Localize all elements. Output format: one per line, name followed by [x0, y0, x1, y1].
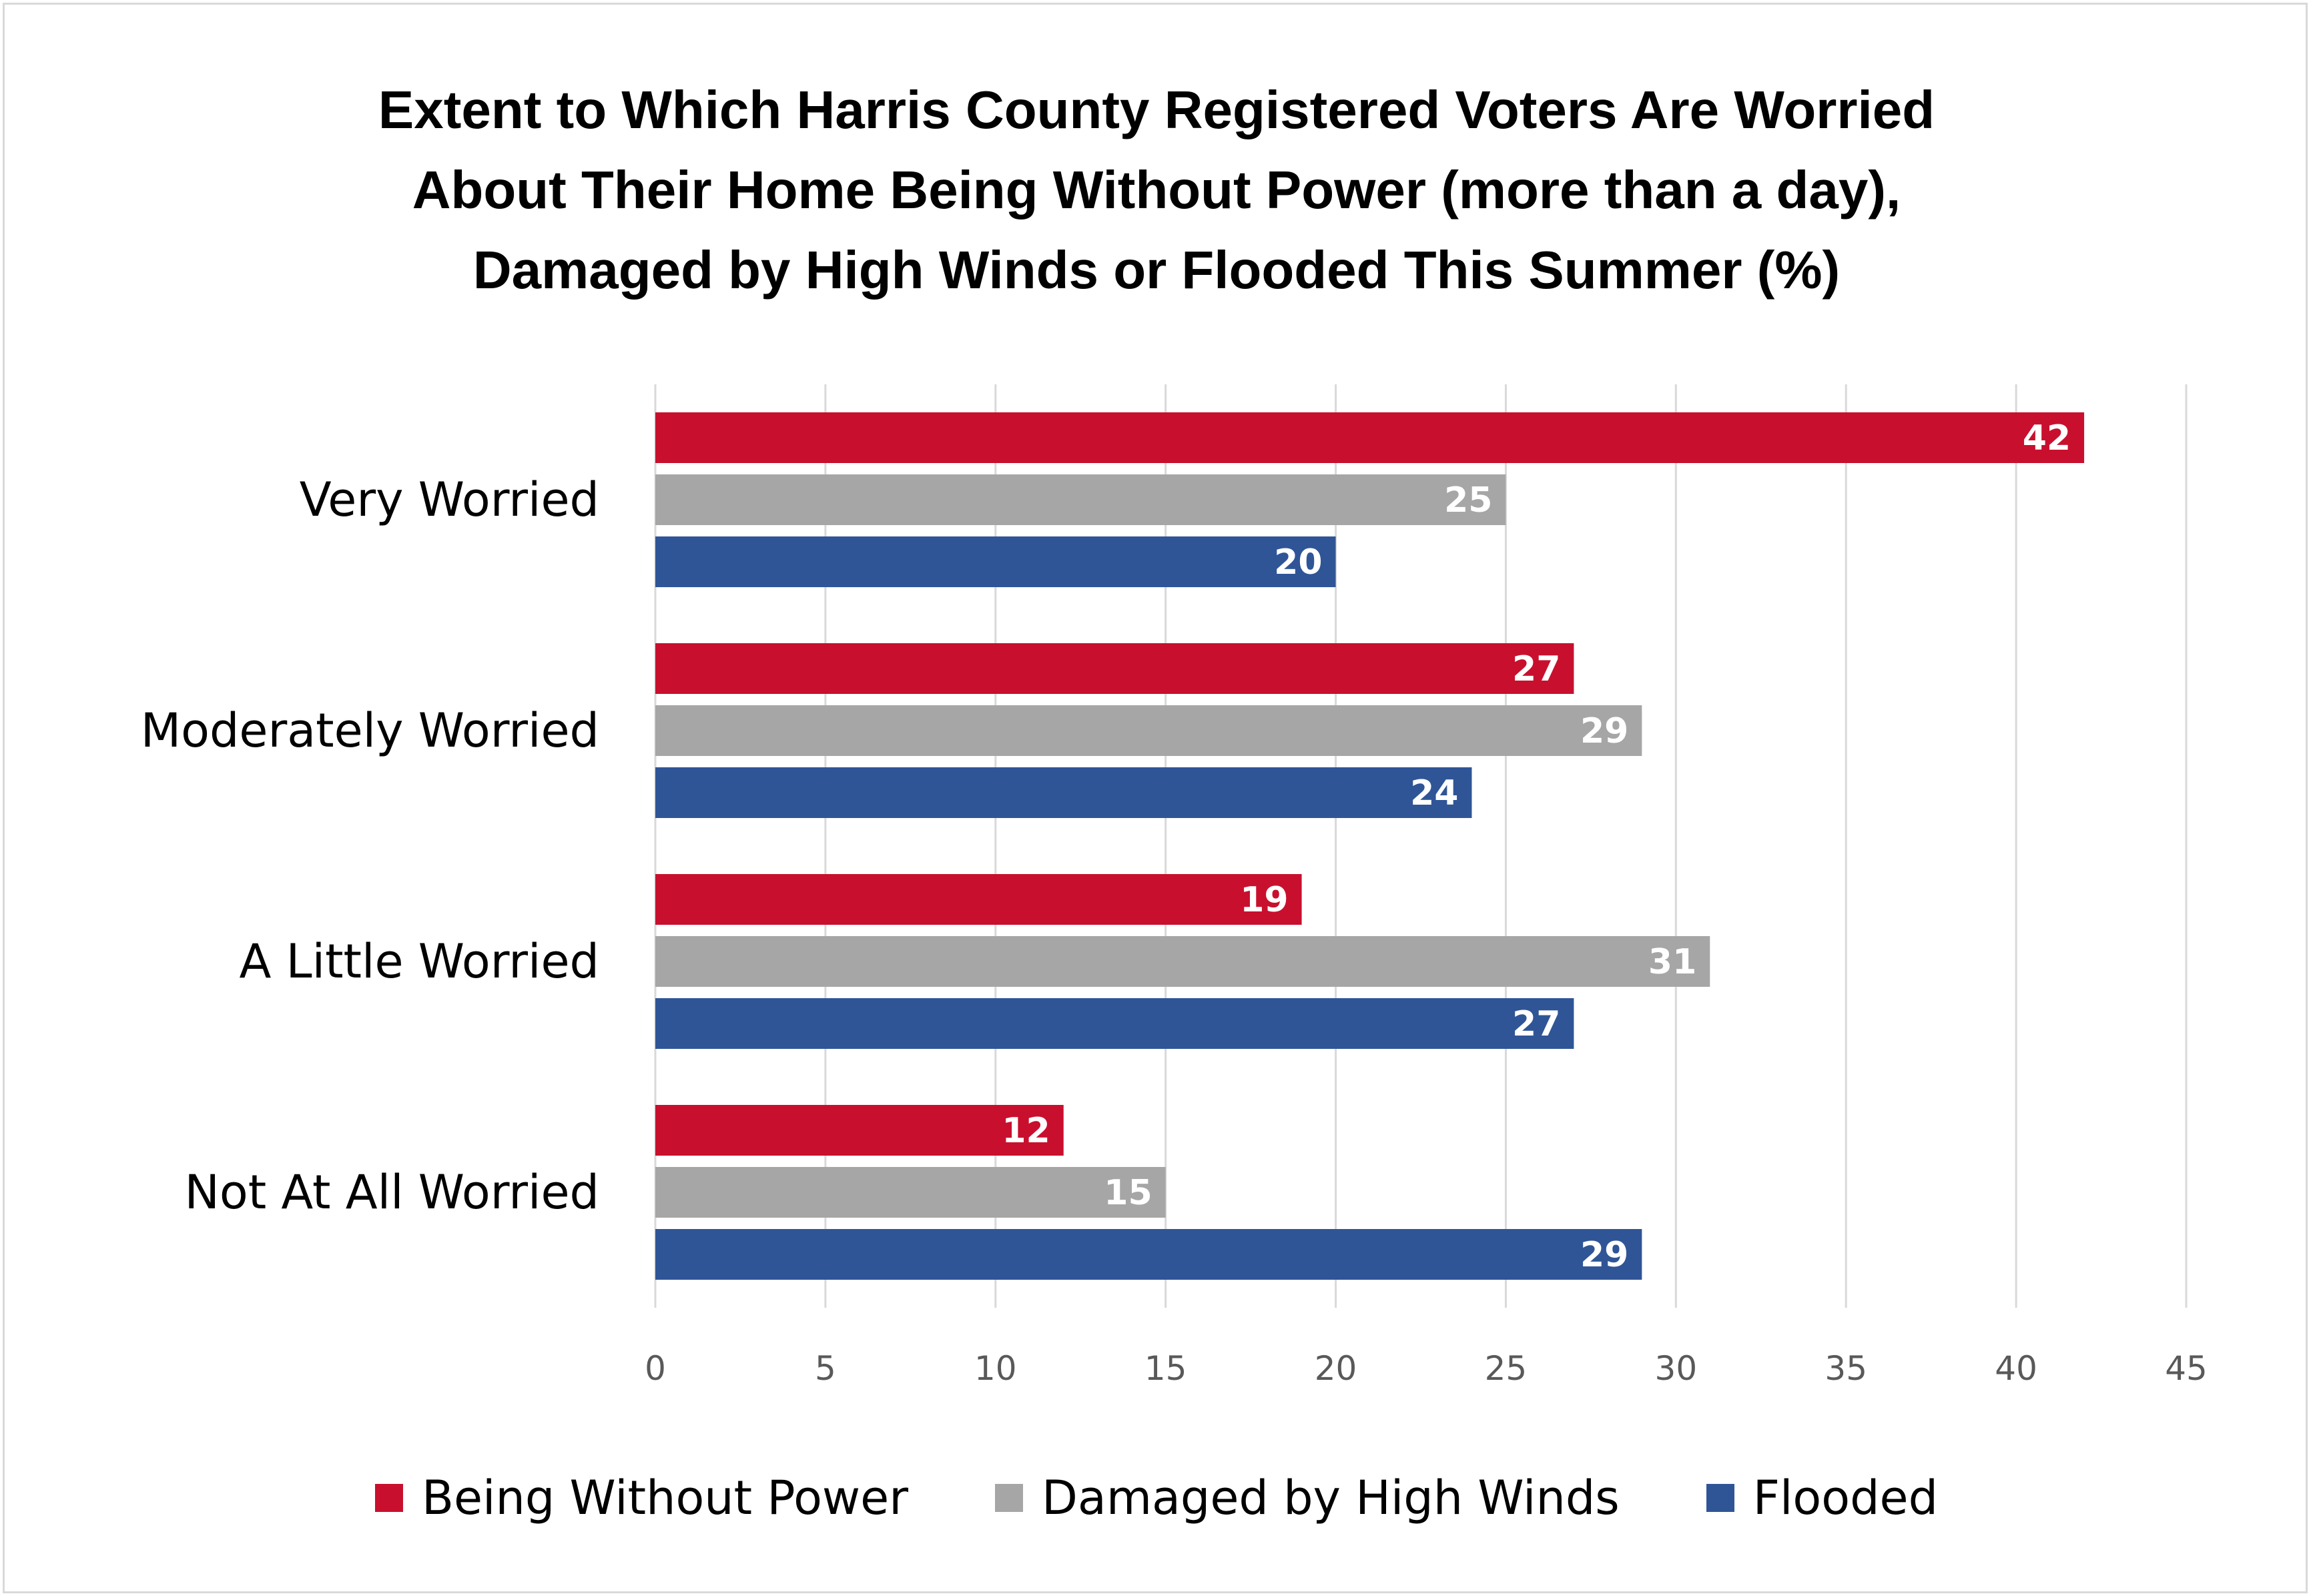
data-label-flooded-not-at-all-worried: 29: [1580, 1235, 1628, 1275]
legend-swatch-being-without-power: [374, 1484, 403, 1512]
data-label-being-without-power-a-little-worried: 19: [1240, 880, 1288, 920]
bar-damaged-by-high-winds-very-worried: [655, 474, 1506, 525]
legend-swatch-damaged-by-high-winds: [995, 1484, 1024, 1512]
x-tick-label-35: 35: [1825, 1349, 1867, 1388]
category-label-moderately-worried: Moderately Worried: [141, 703, 599, 758]
data-label-flooded-moderately-worried: 24: [1410, 773, 1458, 813]
legend-label-damaged-by-high-winds: Damaged by High Winds: [1042, 1471, 1620, 1525]
bar-being-without-power-very-worried: [655, 412, 2085, 463]
x-tick-label-10: 10: [974, 1349, 1017, 1388]
legend-item-flooded: Flooded: [1706, 1471, 1938, 1525]
data-label-damaged-by-high-winds-very-worried: 25: [1444, 480, 1492, 520]
bars: [655, 412, 2085, 1280]
x-tick-label-15: 15: [1144, 1349, 1187, 1388]
x-tick-label-40: 40: [1995, 1349, 2037, 1388]
legend-label-being-without-power: Being Without Power: [421, 1471, 909, 1525]
x-tick-label-30: 30: [1655, 1349, 1698, 1388]
category-label-not-at-all-worried: Not At All Worried: [185, 1165, 600, 1220]
bar-damaged-by-high-winds-moderately-worried: [655, 705, 1642, 756]
bar-flooded-moderately-worried: [655, 767, 1472, 818]
data-label-damaged-by-high-winds-moderately-worried: 29: [1580, 711, 1628, 751]
bar-flooded-a-little-worried: [655, 998, 1574, 1049]
legend-item-being-without-power: Being Without Power: [374, 1471, 909, 1525]
legend-label-flooded: Flooded: [1752, 1471, 1939, 1525]
x-tick-label-0: 0: [645, 1349, 666, 1388]
x-tick-label-25: 25: [1485, 1349, 1528, 1388]
x-tick-label-20: 20: [1315, 1349, 1357, 1388]
data-label-damaged-by-high-winds-a-little-worried: 31: [1648, 942, 1696, 982]
legend-swatch-flooded: [1706, 1484, 1734, 1512]
data-label-flooded-very-worried: 20: [1274, 542, 1322, 582]
bar-flooded-very-worried: [655, 536, 1336, 587]
chart-title-line-1: Extent to Which Harris County Registered…: [378, 80, 1935, 139]
bar-damaged-by-high-winds-a-little-worried: [655, 936, 1710, 987]
chart-title-line-2: About Their Home Being Without Power (mo…: [412, 160, 1901, 220]
bar-being-without-power-not-at-all-worried: [655, 1105, 1064, 1156]
bar-being-without-power-a-little-worried: [655, 874, 1302, 925]
legend-item-damaged-by-high-winds: Damaged by High Winds: [995, 1471, 1620, 1525]
legend: Being Without Power Damaged by High Wind…: [0, 1465, 2313, 1531]
chart-title: Extent to Which Harris County Registered…: [0, 70, 2313, 310]
data-label-being-without-power-very-worried: 42: [2023, 418, 2071, 458]
data-label-damaged-by-high-winds-not-at-all-worried: 15: [1104, 1173, 1152, 1213]
x-tick-label-5: 5: [815, 1349, 836, 1388]
data-label-being-without-power-moderately-worried: 27: [1512, 649, 1560, 689]
bar-damaged-by-high-winds-not-at-all-worried: [655, 1167, 1166, 1218]
category-label-very-worried: Very Worried: [300, 472, 599, 527]
bar-being-without-power-moderately-worried: [655, 643, 1574, 694]
bar-flooded-not-at-all-worried: [655, 1229, 1642, 1280]
chart-title-line-3: Damaged by High Winds or Flooded This Su…: [472, 240, 1841, 300]
data-label-flooded-a-little-worried: 27: [1512, 1004, 1560, 1044]
labels: 0 5 10 15 20 25 30 35 40 45 Very Worried 42 25 20 Mode…: [141, 418, 2208, 1388]
data-label-being-without-power-not-at-all-worried: 12: [1002, 1111, 1050, 1151]
x-tick-label-45: 45: [2165, 1349, 2208, 1388]
category-label-a-little-worried: A Little Worried: [240, 934, 599, 989]
